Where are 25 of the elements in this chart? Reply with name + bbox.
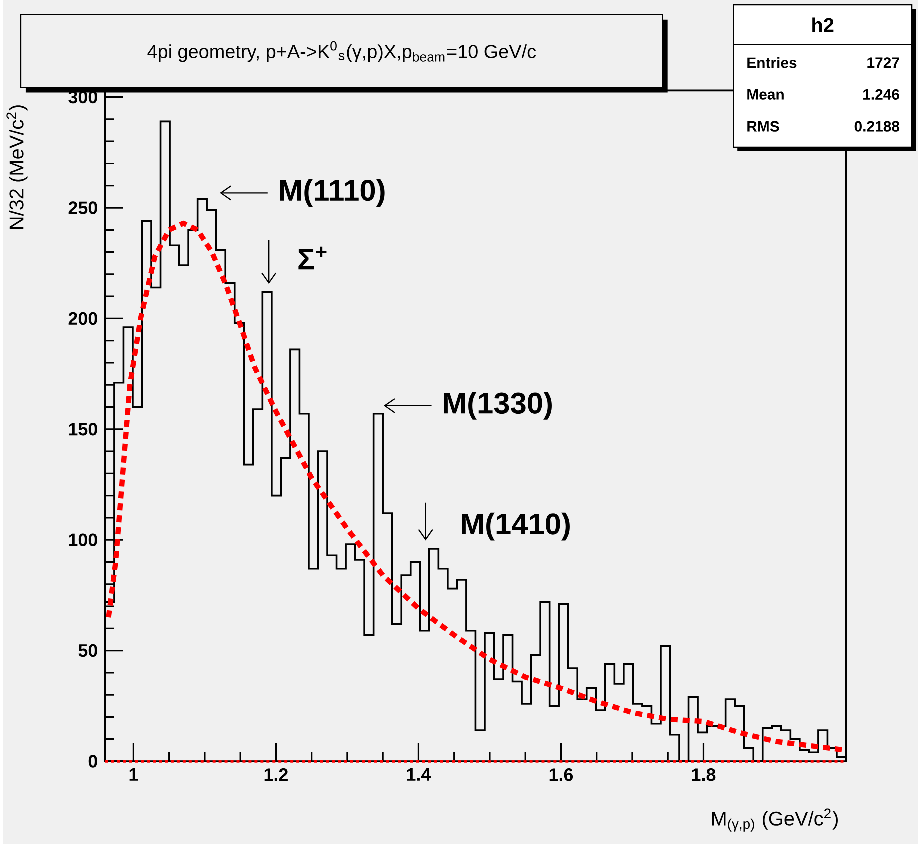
annotation: Mean [748, 89, 784, 100]
annotation: M(1110) [280, 179, 385, 208]
text: h2 [812, 18, 834, 32]
x-tick-label: 1.6 [550, 768, 574, 782]
text: 1727 [868, 57, 900, 68]
chart-title: 4pi geometry, p+A->K$^{0}$$_{s}$(γ,p)X,p$_{beam}$=10 GeV/c [148, 41, 536, 62]
x-tick-label: 1.8 [692, 768, 716, 782]
annotation: M(1330) [444, 392, 552, 420]
x-tick-label: 1 [130, 768, 138, 781]
annotation: M(1410) [462, 512, 570, 541]
y-tick-label: 0 [88, 755, 98, 768]
text: 1.246 [864, 89, 900, 100]
text: 0.2188 [854, 121, 900, 132]
annotation: RMS [748, 121, 780, 132]
x-tick-label: 1.4 [407, 768, 432, 781]
annotation: Σ$^{+}$ [298, 246, 327, 270]
y-tick-label: 150 [69, 422, 98, 436]
y-axis-title: N/32 (MeV/c$^{2}$) [6, 106, 28, 229]
y-tick-label: 250 [68, 202, 98, 214]
text: Entries [748, 57, 797, 68]
x-tick-label: 1.2 [264, 768, 288, 781]
y-tick-label: 100 [69, 534, 98, 546]
y-tick-label: 50 [78, 644, 98, 658]
x-axis-title: M$_{(γ,p)}$ (GeV/c$^{2}$) [712, 808, 838, 832]
y-tick-label: 200 [68, 312, 98, 325]
